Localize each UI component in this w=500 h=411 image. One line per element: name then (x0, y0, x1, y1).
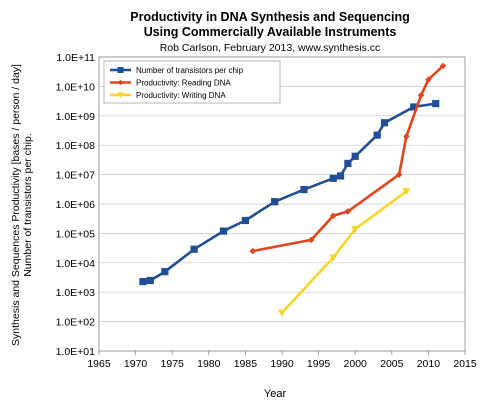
data-point (425, 76, 432, 83)
series-line (252, 64, 444, 253)
data-point (351, 225, 360, 234)
data-point (330, 212, 337, 219)
data-point (410, 103, 418, 111)
data-point (249, 247, 256, 255)
data-point (117, 67, 124, 73)
series-1 (139, 99, 440, 286)
y-tick-label: 1.0E+07 (56, 170, 96, 182)
y-tick-label: 1.0E+11 (56, 52, 95, 64)
data-point (351, 152, 359, 160)
x-tick-label: 1970 (124, 358, 148, 370)
data-point (380, 119, 389, 127)
data-point (395, 171, 403, 178)
x-tick-label: 1980 (197, 358, 221, 370)
data-point (241, 216, 249, 225)
legend-label: Productivity: Reading DNA (136, 79, 231, 88)
y-tick-label: 1.0E+09 (56, 111, 96, 123)
x-tick-label: 1985 (234, 358, 258, 370)
x-tick-label: 1995 (307, 358, 331, 370)
data-point (117, 79, 124, 86)
series-3 (278, 188, 411, 317)
series-layer (139, 62, 447, 317)
y-axis-label-line1: Synthesis and Sequences Productivity [ba… (10, 64, 22, 346)
y-axis-label-line2: Number of transistors per chip. (22, 133, 34, 277)
x-axis-ticks: 1965 1970 1975 1980 1985 1990 1995 2000 2005 2010… (87, 351, 477, 370)
data-point (117, 92, 124, 99)
legend-label: Number of transistors per chip (136, 66, 244, 75)
y-tick-label: 1.0E+04 (56, 258, 96, 270)
data-point (403, 133, 410, 140)
data-point (219, 227, 228, 235)
y-tick-label: 1.0E+03 (56, 287, 96, 299)
data-point (336, 172, 345, 180)
chart-title: Productivity in DNA Synthesis and Sequen… (130, 10, 409, 24)
data-point (329, 254, 338, 262)
data-point (300, 185, 308, 194)
data-point (308, 236, 315, 244)
legend-item: Productivity: Writing DNA (110, 91, 226, 100)
y-tick-label: 1.0E+08 (56, 140, 96, 152)
chart-credit: Rob Carlson, February 2013, www.synthesi… (160, 42, 381, 54)
legend-box (103, 60, 281, 104)
data-point (344, 159, 352, 168)
x-tick-label: 1965 (87, 358, 111, 370)
y-tick-label: 1.0E+06 (56, 199, 96, 211)
chart-header: Productivity in DNA Synthesis and Sequen… (130, 10, 409, 54)
y-tick-label: 1.0E+05 (56, 228, 96, 240)
data-point (432, 99, 440, 108)
data-point (329, 174, 337, 182)
y-axis-ticks: 1.0E+01 1.0E+02 1.0E+03 1.0E+04 1.0E+05 1.0E+… (56, 52, 96, 358)
data-point (417, 92, 425, 99)
x-tick-label: 2005 (380, 358, 404, 370)
x-axis-label: Year (264, 388, 287, 400)
x-tick-label: 2000 (344, 358, 368, 370)
data-point (161, 268, 169, 276)
y-tick-label: 1.0E+02 (56, 317, 96, 329)
x-tick-label: 1975 (161, 358, 185, 370)
data-point (373, 131, 381, 139)
chart-subtitle: Using Commercially Available Instruments (144, 25, 397, 39)
data-point (271, 198, 279, 206)
y-axis-label: Synthesis and Sequences Productivity [ba… (10, 64, 34, 346)
legend-item: Productivity: Reading DNA (110, 79, 231, 88)
data-point (439, 62, 447, 70)
x-tick-label: 2010 (417, 358, 441, 370)
data-point (139, 277, 147, 286)
data-point (402, 188, 411, 196)
x-tick-label: 1990 (270, 358, 294, 370)
y-tick-label: 1.0E+10 (56, 81, 96, 93)
y-tick-label: 1.0E+01 (56, 346, 96, 358)
legend-item: Number of transistors per chip (110, 66, 244, 75)
data-point (146, 276, 154, 285)
data-point (344, 208, 352, 215)
series-2 (249, 62, 447, 255)
x-tick-label: 2015 (453, 358, 477, 370)
series-line (281, 190, 408, 314)
data-point (278, 309, 286, 317)
legend: Number of transistors per chip Productivi… (103, 60, 281, 104)
series-line (142, 102, 436, 283)
data-point (190, 245, 198, 253)
legend-label: Productivity: Writing DNA (136, 91, 226, 100)
